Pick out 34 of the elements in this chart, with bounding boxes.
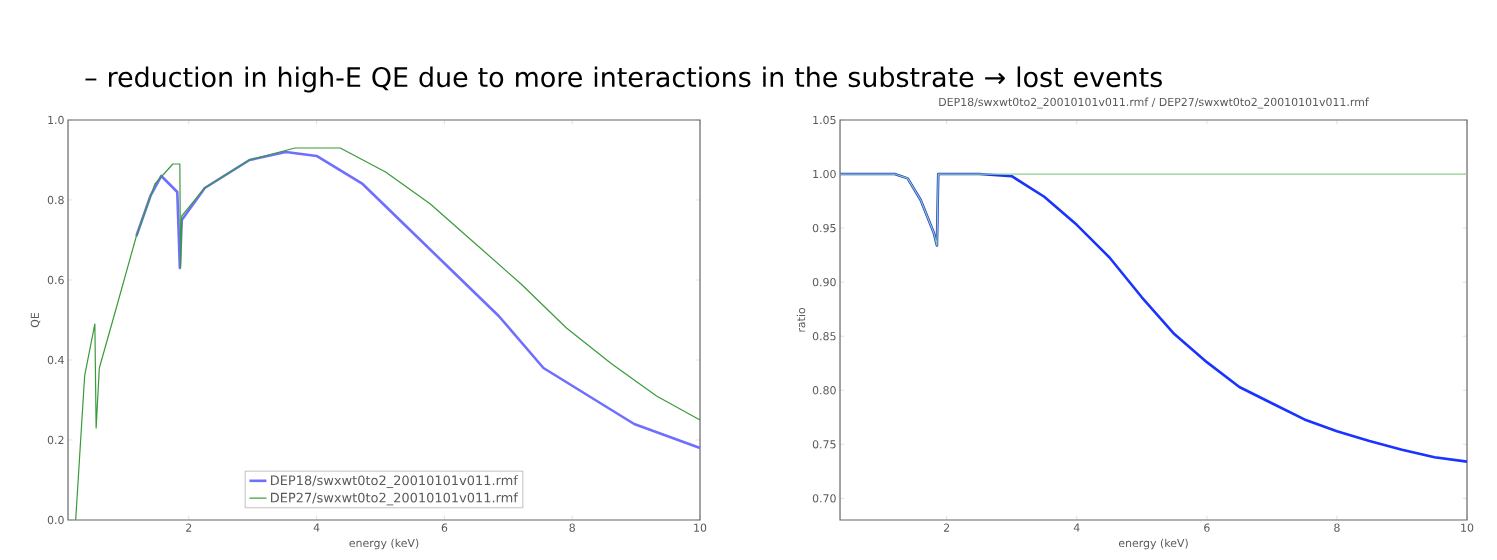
x-tick-label: 2 xyxy=(944,523,950,532)
y-tick-label: 1.05 xyxy=(813,115,836,125)
x-tick-label: 6 xyxy=(441,523,448,532)
x-tick-label: 4 xyxy=(1073,523,1080,532)
y-tick-label: 1.00 xyxy=(813,169,836,179)
y-tick-label: 0.85 xyxy=(812,332,836,341)
line-series xyxy=(839,173,1468,246)
legend-label: DEP18/swxwt0to2_20010101v011.rmf xyxy=(271,475,519,489)
x-tick-label: 8 xyxy=(569,523,575,532)
x-tick-label: 10 xyxy=(694,523,707,532)
x-tick-label: 6 xyxy=(1204,523,1210,532)
y-tick-label: 0.70 xyxy=(812,494,836,503)
chart-title: DEP18/swxwt0to2_20010101v011.rmf / DEP27/swxwt0to2_20010101v011.rmf xyxy=(939,97,1369,109)
text: – reduction in high-E QE due to more interactions in the substrate → lost events xyxy=(85,66,1162,93)
x-tick-label: 4 xyxy=(313,523,320,532)
x-tick-label: 2 xyxy=(186,523,192,532)
y-tick-label: 0.75 xyxy=(812,440,836,449)
y-tick-label: 0.8 xyxy=(47,195,64,205)
x-axis-title: energy (keV) xyxy=(349,538,419,550)
y-axis-title: QE xyxy=(30,312,41,328)
y-tick-label: 0.2 xyxy=(47,435,64,445)
y-tick-label: 0.4 xyxy=(47,355,64,365)
y-tick-label: 0.80 xyxy=(812,386,836,395)
y-tick-label: 1.0 xyxy=(48,115,64,125)
x-axis-title: energy (keV) xyxy=(1118,538,1188,550)
x-tick-label: 10 xyxy=(1461,523,1474,532)
y-tick-label: 0.95 xyxy=(812,223,836,233)
y-tick-label: 0.0 xyxy=(47,515,64,525)
legend-label: DEP27/swxwt0to2_20010101v011.rmf xyxy=(271,492,519,506)
y-tick-label: 0.90 xyxy=(812,278,836,287)
line-series xyxy=(75,147,701,521)
y-axis-title: ratio xyxy=(796,307,806,332)
y-tick-label: 0.6 xyxy=(47,275,64,285)
x-tick-label: 8 xyxy=(1334,523,1340,532)
